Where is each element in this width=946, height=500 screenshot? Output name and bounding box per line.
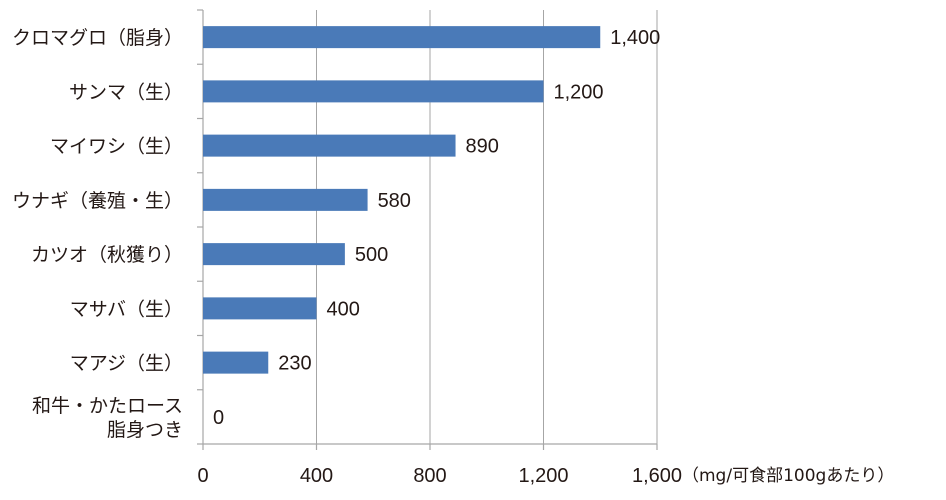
bar-3 xyxy=(203,188,368,211)
value-label-1: 1,200 xyxy=(554,81,604,103)
axes xyxy=(197,9,658,450)
category-label-2: マイワシ（生） xyxy=(50,136,183,158)
bars xyxy=(203,26,601,374)
category-label-6: マアジ（生） xyxy=(70,353,183,375)
bar-6 xyxy=(203,351,269,374)
category-label-0: クロマグロ（脂身） xyxy=(12,27,183,49)
bar-2 xyxy=(203,134,456,157)
x-tick-label-0: 0 xyxy=(197,465,208,487)
bar-5 xyxy=(203,297,317,320)
bar-0 xyxy=(203,26,601,49)
value-label-2: 890 xyxy=(466,136,499,158)
category-label-7-line-1: 脂身つき xyxy=(107,419,183,441)
x-tick-label-3: 1,200 xyxy=(518,465,568,487)
value-labels: 1,400 1,200 890 580 500 400 230 0 xyxy=(213,27,660,429)
category-labels: クロマグロ（脂身） サンマ（生） マイワシ（生） ウナギ（養殖・生） カツオ（秋獲り） マ… xyxy=(12,27,183,441)
x-unit-label: （mg/可食部100gあたり） xyxy=(682,466,894,486)
category-label-1: サンマ（生） xyxy=(69,81,183,103)
bar-1 xyxy=(203,80,544,103)
value-label-6: 230 xyxy=(278,353,311,375)
value-label-0: 1,400 xyxy=(610,27,660,49)
value-label-5: 400 xyxy=(327,298,360,320)
category-label-5: マサバ（生） xyxy=(70,298,183,320)
value-label-4: 500 xyxy=(355,244,388,266)
x-tick-label-1: 400 xyxy=(300,465,333,487)
x-tick-label-2: 800 xyxy=(413,465,446,487)
x-tick-labels: 0 400 800 1,200 1,600 xyxy=(197,465,682,487)
bar-4 xyxy=(203,243,345,266)
category-label-4: カツオ（秋獲り） xyxy=(31,244,183,266)
value-label-7: 0 xyxy=(213,407,224,429)
grid-lines xyxy=(316,10,658,444)
x-tick-label-4: 1,600 xyxy=(632,465,682,487)
category-label-7-line-0: 和牛・かたロース xyxy=(32,395,183,417)
category-label-3: ウナギ（養殖・生） xyxy=(12,190,183,212)
value-label-3: 580 xyxy=(378,190,411,212)
